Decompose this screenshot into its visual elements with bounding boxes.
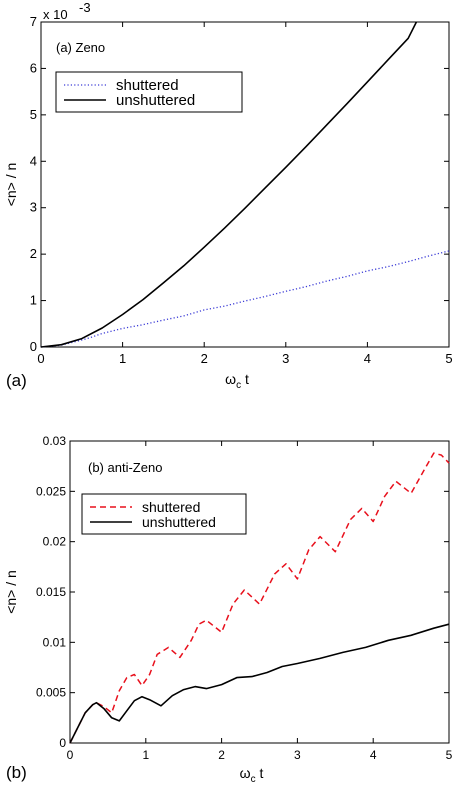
chart-b-y-tick-label: 0.015 — [36, 585, 66, 599]
chart-a-y-axis-label: <n> / n — [3, 163, 19, 207]
chart-b-y-tick-label: 0.025 — [36, 484, 66, 498]
chart-b-legend-label-unshuttered: unshuttered — [142, 514, 216, 530]
chart-a-y-tick-label: 5 — [30, 107, 37, 122]
chart-a-y-tick-label: 4 — [30, 153, 37, 168]
chart-a-legend-box — [55, 71, 243, 113]
chart-a-y-tick-label: 3 — [30, 200, 37, 215]
chart-a-panel-tag: (a) — [6, 371, 27, 390]
chart-a-x-tick-label: 1 — [119, 351, 126, 366]
chart-panel-b: 0 1 2 3 4 5 0 0.005 0.01 0.015 0.02 0.025 0.03 (b) an… — [0, 434, 453, 785]
chart-a-y-tick-label: 7 — [30, 14, 37, 29]
chart-b-x-tick-label: 0 — [67, 748, 74, 762]
chart-a-x-tick-label: 0 — [37, 351, 44, 366]
chart-b-y-tick-label: 0.02 — [43, 535, 67, 549]
chart-a-x-tick-label: 2 — [201, 351, 208, 366]
chart-b-y-tick-label: 0.01 — [43, 635, 67, 649]
chart-b-y-tick-label: 0.03 — [43, 434, 67, 448]
chart-a-y-tick-label: 6 — [30, 60, 37, 75]
chart-b-x-axis-label: ωc t — [240, 765, 264, 785]
chart-a-plot-frame — [40, 21, 450, 348]
chart-a-x-tick-label: 5 — [445, 351, 452, 366]
chart-b-x-tick-label: 2 — [218, 748, 225, 762]
chart-b-panel-tag: (b) — [6, 763, 27, 782]
chart-b-x-tick-label: 4 — [370, 748, 377, 762]
chart-a-y-exponent: x 10 — [43, 7, 68, 22]
chart-a-y-axis-label-bar: ‾ — [0, 203, 9, 210]
chart-a-x-axis-label: ωc t — [225, 371, 249, 391]
chart-b-legend-label-shuttered: shuttered — [142, 499, 200, 515]
chart-b-y-tick-label: 0 — [59, 736, 66, 750]
chart-a-y-tick-label: 0 — [30, 339, 37, 354]
chart-b-y-axis-label-bar: ‾ — [0, 610, 9, 617]
chart-a-legend-label-unshuttered: unshuttered — [116, 92, 195, 109]
chart-b-annotation: (b) anti-Zeno — [88, 460, 162, 475]
chart-a-y-tick-label: 1 — [30, 293, 37, 308]
chart-a-y-tick-label: 2 — [30, 246, 37, 261]
chart-b-x-tick-label: 1 — [142, 748, 149, 762]
chart-b-x-tick-label: 3 — [294, 748, 301, 762]
chart-a-annotation: (a) Zeno — [56, 40, 105, 55]
chart-b-x-tick-label: 5 — [446, 748, 453, 762]
chart-panel-a: 0 1 2 3 4 5 0 1 2 3 4 5 6 7 x 10 -3 (a) Zeno shuttereduns… — [0, 0, 453, 391]
chart-b-series-shuttered-line — [69, 452, 450, 744]
chart-b-y-tick-label: 0.005 — [36, 686, 66, 700]
chart-b-plot-frame — [69, 440, 450, 744]
chart-a-x-tick-label: 3 — [282, 351, 289, 366]
chart-b-y-axis-label: <n> / n — [3, 570, 19, 614]
chart-b-legend-box — [81, 493, 247, 535]
chart-a-x-tick-label: 4 — [364, 351, 371, 366]
chart-a-legend-label-shuttered: shuttered — [116, 77, 179, 94]
chart-a-y-exponent-power: -3 — [79, 0, 91, 15]
chart-a-series-unshuttered-line — [40, 21, 418, 348]
chart-b-series-unshuttered-line — [69, 623, 450, 744]
